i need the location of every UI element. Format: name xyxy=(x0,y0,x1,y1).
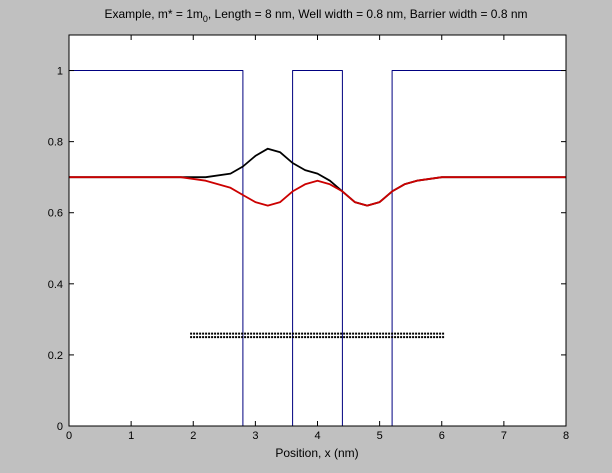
series-layer xyxy=(69,70,566,427)
x-tick-label: 5 xyxy=(377,430,383,442)
x-tick-label: 6 xyxy=(439,430,445,442)
x-tick-label: 2 xyxy=(190,430,196,442)
tick-layer: 0 1 2 3 4 5 6 7 8 0 0.2 0.4 0.6 0.8 1 xyxy=(48,35,569,442)
series-line-3 xyxy=(69,176,566,207)
x-tick-label: 0 xyxy=(66,430,72,442)
y-tick-label: 0.8 xyxy=(48,137,63,149)
plot-area xyxy=(69,35,566,426)
x-tick-label: 8 xyxy=(563,430,569,442)
x-tick-label: 1 xyxy=(128,430,134,442)
x-tick-label: 3 xyxy=(252,430,258,442)
chart-title-subscript: 0 xyxy=(203,14,208,24)
x-tick-label: 4 xyxy=(314,430,320,442)
series-line-1 xyxy=(69,70,566,427)
y-tick-label: 0 xyxy=(57,421,63,433)
chart-title-rest: , Length = 8 nm, Well width = 0.8 nm, Ba… xyxy=(208,7,528,21)
y-tick-label: 1 xyxy=(57,66,63,78)
chart-title: Example, m* = 1m0, Length = 8 nm, Well w… xyxy=(105,7,528,24)
y-tick-label: 0.6 xyxy=(48,208,63,220)
x-axis-label: Position, x (nm) xyxy=(275,446,358,460)
chart-title-main: Example, m* = 1m xyxy=(105,7,203,21)
y-tick-label: 0.2 xyxy=(48,350,63,362)
y-tick-label: 0.4 xyxy=(48,279,63,291)
x-tick-label: 7 xyxy=(501,430,507,442)
